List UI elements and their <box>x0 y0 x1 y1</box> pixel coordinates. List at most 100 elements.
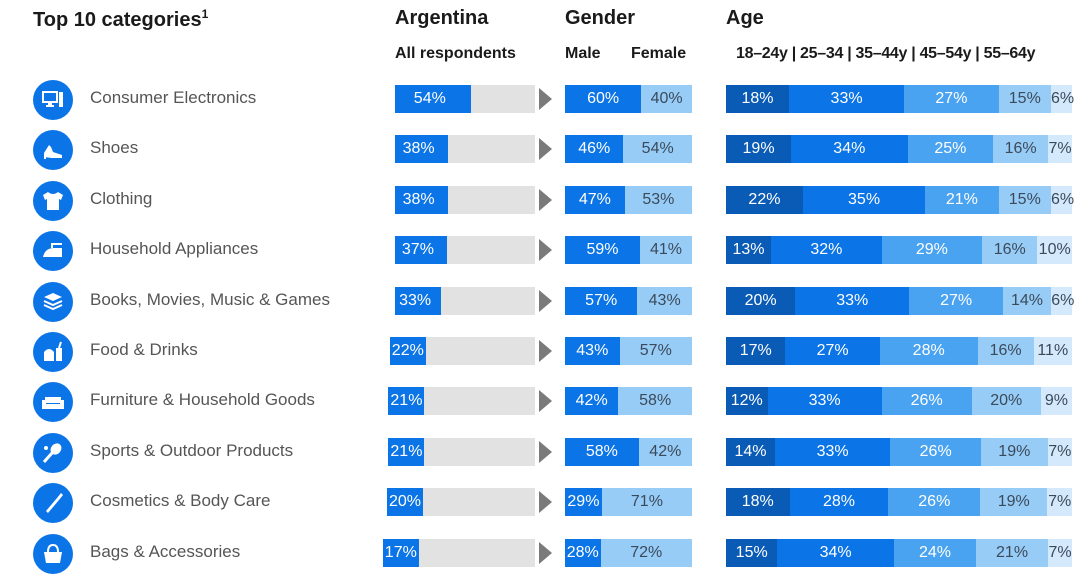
age-segment: 28% <box>789 488 889 517</box>
age-segment: 19% <box>981 437 1048 466</box>
age-segment: 6% <box>1051 85 1074 113</box>
respondents-value: 21% <box>388 437 425 466</box>
category-label: Shoes <box>90 138 139 158</box>
age-segment: 7% <box>1048 538 1072 567</box>
age-segment: 15% <box>726 538 778 567</box>
age-segment: 16% <box>993 135 1048 164</box>
gender-bar: 58% 42% <box>565 437 692 466</box>
age-bar: 17% 27% 28% 16% 11% <box>726 337 1072 365</box>
category-label: Furniture & Household Goods <box>90 390 315 410</box>
gender-segment-male: 58% <box>565 437 639 466</box>
age-segment: 21% <box>925 185 999 214</box>
age-segment: 35% <box>802 185 926 214</box>
gender-bar: 59% 41% <box>565 236 692 265</box>
category-row: Sports & Outdoor Products 21% 58% 42% 14% 33%… <box>0 431 1080 473</box>
age-segment: 34% <box>777 538 894 567</box>
footnote-marker: 1 <box>201 7 209 21</box>
computer-icon <box>33 80 73 120</box>
age-segment: 10% <box>1037 236 1072 265</box>
arrow-icon <box>539 340 552 362</box>
gender-bar: 43% 57% <box>565 337 692 365</box>
cosmetics-icon <box>33 483 73 524</box>
gender-bar: 28% 72% <box>565 538 692 567</box>
respondents-bar <box>395 185 449 214</box>
arrow-icon <box>539 440 552 463</box>
gender-segment-male: 42% <box>565 387 619 416</box>
respondents-value: 54% <box>413 90 446 107</box>
respondents-value: 17% <box>382 538 419 567</box>
age-segment: 7% <box>1047 488 1072 517</box>
category-label: Sports & Outdoor Products <box>90 440 294 460</box>
respondents-bar-track <box>395 236 535 265</box>
respondents-value: 33% <box>399 291 432 309</box>
arrow-icon <box>539 491 552 514</box>
age-segment: 26% <box>888 488 981 517</box>
age-segment: 17% <box>726 337 786 365</box>
gender-segment-male: 46% <box>565 135 624 164</box>
age-segment: 13% <box>726 236 771 265</box>
age-segment: 16% <box>982 236 1038 265</box>
arrow-icon <box>539 88 552 110</box>
high-heel-icon <box>33 130 73 171</box>
respondents-value: 20% <box>387 488 424 517</box>
age-segment: 22% <box>726 185 803 214</box>
arrow-icon <box>539 239 552 262</box>
age-segment: 33% <box>788 85 905 113</box>
age-segment: 7% <box>1048 135 1072 164</box>
gender-segment-male: 47% <box>565 185 625 214</box>
respondents-value: 22% <box>389 337 426 365</box>
age-segment: 9% <box>1040 387 1072 416</box>
age-segment: 21% <box>976 538 1049 567</box>
age-segment: 14% <box>726 437 775 466</box>
age-segment: 33% <box>767 387 882 416</box>
age-segment: 14% <box>1002 286 1052 315</box>
category-row: Books, Movies, Music & Games 33% 57% 43% 20%… <box>0 280 1080 322</box>
age-bar: 20% 33% 27% 14% 6% <box>726 286 1074 315</box>
food-drink-icon <box>33 332 73 372</box>
respondents-bar-track <box>395 185 535 214</box>
age-segment: 18% <box>726 488 790 517</box>
age-segment: 11% <box>1033 337 1072 365</box>
age-bar: 15% 34% 24% 21% 7% <box>726 538 1072 567</box>
age-bar: 19% 34% 25% 16% 7% <box>726 135 1072 164</box>
gender-segment-female: 40% <box>641 85 692 113</box>
gender-segment-male: 43% <box>565 337 620 365</box>
age-segment: 20% <box>726 286 796 315</box>
gender-segment-female: 41% <box>639 236 692 265</box>
age-header: Age <box>726 7 764 29</box>
arrow-icon <box>539 138 552 161</box>
age-segment: 26% <box>890 437 982 466</box>
gender-segment-female: 71% <box>601 488 692 517</box>
gender-bar: 46% 54% <box>565 135 692 164</box>
gender-segment-female: 57% <box>619 337 692 365</box>
respondents-value: 38% <box>402 140 435 158</box>
age-segment: 6% <box>1051 185 1074 214</box>
all-respondents-header: All respondents <box>395 45 516 62</box>
respondents-bar <box>395 85 471 113</box>
age-segment: 27% <box>785 337 880 365</box>
male-header: Male <box>565 45 601 62</box>
age-segment: 12% <box>726 387 768 416</box>
gender-segment-female: 42% <box>638 437 692 466</box>
category-row: Cosmetics & Body Care 20% 29% 71% 18% 28% 26% 1… <box>0 481 1080 524</box>
age-segment: 26% <box>881 387 972 416</box>
age-segment: 19% <box>726 135 792 164</box>
arrow-icon <box>539 188 552 211</box>
arrow-icon <box>539 289 552 312</box>
gender-bar: 57% 43% <box>565 286 692 315</box>
gender-bar: 42% 58% <box>565 387 692 416</box>
category-row: Bags & Accessories 17% 28% 72% 15% 34% 24% 21% 7… <box>0 532 1080 574</box>
category-label: Bags & Accessories <box>90 541 241 561</box>
category-row: Household Appliances 37% 59% 41% 13% 32% 29% 16… <box>0 229 1080 272</box>
categories-title: Top 10 categories1 <box>33 7 209 31</box>
age-segment: 27% <box>909 286 1003 315</box>
respondents-bar <box>395 236 447 265</box>
age-segment: 24% <box>893 538 977 567</box>
gender-segment-male: 57% <box>565 286 638 315</box>
age-segment: 20% <box>971 387 1041 416</box>
gender-segment-male: 28% <box>565 538 601 567</box>
gender-segment-female: 53% <box>624 185 692 214</box>
age-segment: 27% <box>904 85 999 113</box>
age-bar: 18% 28% 26% 19% 7% <box>726 488 1072 517</box>
category-label: Books, Movies, Music & Games <box>90 289 330 309</box>
